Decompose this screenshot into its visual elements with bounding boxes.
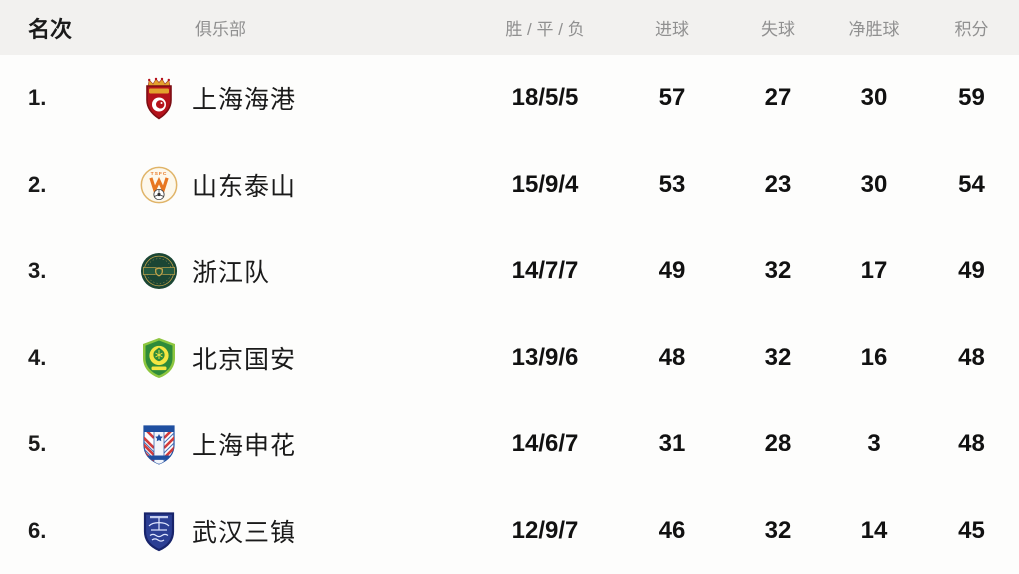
goals-for-value: 49 bbox=[658, 257, 686, 285]
wdl-value: 18/5/5 bbox=[511, 84, 579, 112]
wdl-value: 13/9/6 bbox=[511, 343, 579, 371]
rank-value: 5. bbox=[28, 431, 47, 457]
goal-diff-value: 16 bbox=[860, 343, 888, 371]
club-name: 北京国安 bbox=[192, 345, 297, 374]
table-row[interactable]: 2. TSFC 山东泰山 15/9/4 53 23 30 54 bbox=[0, 142, 1019, 229]
wdl-value: 12/9/7 bbox=[511, 516, 579, 544]
goals-for-value: 53 bbox=[658, 170, 686, 198]
goals-against-value: 27 bbox=[764, 84, 792, 112]
header-goals-against: 失球 bbox=[761, 20, 795, 39]
points-value: 49 bbox=[958, 257, 985, 285]
table-row[interactable]: 1. 上海海港 18/5/5 57 27 30 bbox=[0, 55, 1019, 142]
header-win-draw-loss: 胜 / 平 / 负 bbox=[505, 20, 585, 39]
goals-against-value: 23 bbox=[764, 170, 792, 198]
club-logo-shandong-taishan-icon: TSFC bbox=[140, 163, 178, 207]
points-value: 59 bbox=[958, 84, 985, 112]
goals-for-value: 57 bbox=[658, 84, 686, 112]
wdl-value: 15/9/4 bbox=[511, 170, 579, 198]
table-row[interactable]: 6. 武汉三镇 bbox=[0, 488, 1019, 574]
club-logo-shanghai-shenhua-icon bbox=[140, 422, 178, 466]
goal-diff-value: 14 bbox=[860, 516, 888, 544]
club-logo-zhejiang-icon bbox=[140, 249, 178, 293]
header-rank: 名次 bbox=[28, 16, 73, 42]
table-row[interactable]: 4. 北京国安 13/9/6 48 32 16 48 bbox=[0, 315, 1019, 402]
goals-for-value: 48 bbox=[658, 343, 686, 371]
wdl-value: 14/7/7 bbox=[511, 257, 579, 285]
goal-diff-value: 30 bbox=[860, 170, 888, 198]
header-club: 俱乐部 bbox=[195, 20, 246, 39]
rank-value: 4. bbox=[28, 344, 47, 370]
goals-against-value: 32 bbox=[764, 343, 792, 371]
rank-value: 6. bbox=[28, 517, 47, 543]
svg-text:TSFC: TSFC bbox=[151, 171, 168, 177]
wdl-value: 14/6/7 bbox=[511, 430, 579, 458]
table-header-row: 名次 俱乐部 胜 / 平 / 负 进球 失球 净胜球 积分 bbox=[0, 0, 1019, 55]
points-value: 48 bbox=[958, 343, 985, 371]
header-goals-for: 进球 bbox=[655, 20, 689, 39]
club-logo-shanghai-port-icon bbox=[140, 76, 178, 120]
goals-for-value: 46 bbox=[658, 516, 686, 544]
club-logo-beijing-guoan-icon bbox=[140, 336, 178, 380]
points-value: 45 bbox=[958, 516, 985, 544]
points-value: 54 bbox=[958, 170, 985, 198]
table-body: 1. 上海海港 18/5/5 57 27 30 bbox=[0, 55, 1019, 574]
table-row[interactable]: 5. bbox=[0, 401, 1019, 488]
table-row[interactable]: 3. 浙江队 14/7/7 49 32 17 49 bbox=[0, 228, 1019, 315]
goals-against-value: 32 bbox=[764, 257, 792, 285]
rank-value: 3. bbox=[28, 258, 47, 284]
header-goal-diff: 净胜球 bbox=[848, 20, 900, 39]
rank-value: 2. bbox=[28, 171, 47, 197]
goals-against-value: 28 bbox=[764, 430, 792, 458]
club-logo-wuhan-three-towns-icon bbox=[140, 509, 178, 553]
club-name: 浙江队 bbox=[192, 259, 271, 288]
club-name: 上海申花 bbox=[192, 432, 297, 461]
header-points: 积分 bbox=[954, 20, 989, 39]
goal-diff-value: 17 bbox=[860, 257, 888, 285]
club-name: 山东泰山 bbox=[192, 172, 297, 201]
club-name: 上海海港 bbox=[192, 86, 297, 115]
goal-diff-value: 3 bbox=[867, 430, 881, 458]
club-name: 武汉三镇 bbox=[192, 518, 297, 547]
points-value: 48 bbox=[958, 430, 985, 458]
rank-value: 1. bbox=[28, 85, 47, 111]
goal-diff-value: 30 bbox=[860, 84, 888, 112]
goals-against-value: 32 bbox=[764, 516, 792, 544]
goals-for-value: 31 bbox=[658, 430, 686, 458]
